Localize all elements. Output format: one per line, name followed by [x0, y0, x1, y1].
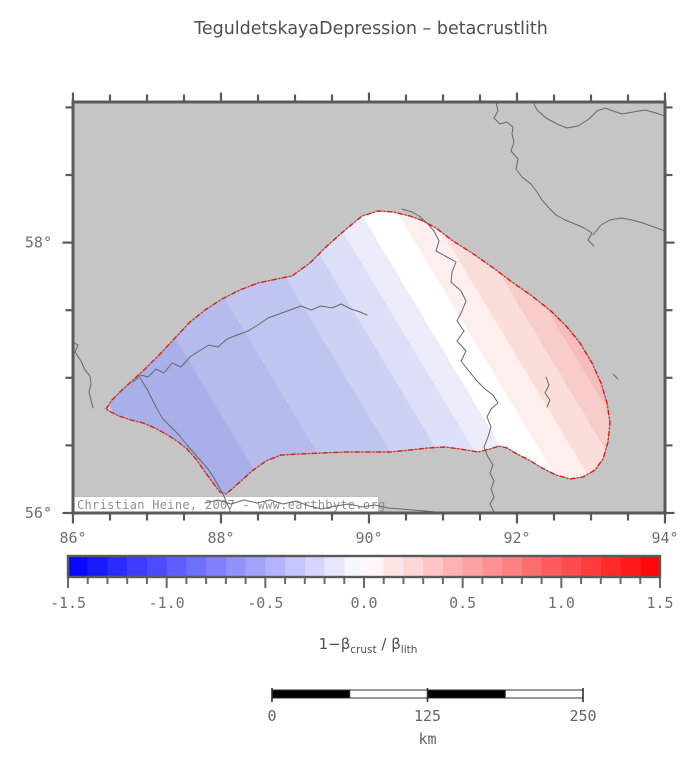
colorbar-segment	[225, 556, 247, 577]
colorbar-label: 1−βcrust / βlith	[319, 635, 418, 656]
copyright-text: Christian Heine, 2007 - www.earthbyte.or…	[77, 498, 386, 512]
scalebar-segment	[349, 689, 428, 699]
map-frame	[71, 100, 667, 515]
colorbar-segment	[186, 556, 207, 577]
region-polygon	[106, 211, 610, 494]
colorbar-segment	[600, 556, 622, 577]
river-line	[532, 102, 665, 129]
river-line	[493, 102, 595, 247]
colorbar-segment	[620, 556, 641, 577]
colorbar-segment	[442, 556, 464, 577]
river-line	[592, 217, 665, 236]
colorbar-segment	[265, 556, 286, 577]
colorbar-label-prefix: 1−β	[319, 635, 351, 653]
colorbar: -1.5 -1.0 -0.5 0.0 0.5 1.0 1.5	[50, 554, 674, 612]
colorbar-tick-label: 1.0	[548, 594, 575, 612]
colorbar-segment	[541, 556, 562, 577]
colorbar-segment	[561, 556, 582, 577]
lon-tick-label: 92°	[503, 529, 530, 547]
colorbar-tick-label: 0.0	[350, 594, 377, 612]
colorbar-segment	[166, 556, 187, 577]
axis-labels: 86° 88° 90° 92° 94° 58° 56°	[25, 234, 679, 547]
colorbar-border	[66, 554, 662, 579]
colorbar-segment	[403, 556, 424, 577]
map-panel: Christian Heine, 2007 - www.earthbyte.or…	[73, 102, 665, 513]
lat-tick-label: 56°	[25, 504, 52, 522]
river-line	[612, 373, 619, 380]
colorbar-segment	[423, 556, 444, 577]
river-line	[204, 499, 441, 513]
colorbar-segment	[245, 556, 266, 577]
colorbar-segment	[324, 556, 345, 577]
map-ticks	[62, 92, 675, 524]
scalebar-segment	[271, 689, 351, 699]
colorbar-segment	[640, 556, 661, 577]
river-line	[401, 208, 499, 513]
colorbar-segment	[581, 556, 602, 577]
colorbar-tick-label: -1.0	[149, 594, 185, 612]
colorbar-label-sub-lith: lith	[401, 644, 418, 656]
lon-tick-label: 90°	[355, 529, 382, 547]
scalebar-distance-label: 125	[414, 707, 441, 725]
colorbar-segment	[68, 556, 89, 577]
colorbar-segment	[146, 556, 168, 577]
colorbar-tick-label: 0.5	[449, 594, 476, 612]
scalebar-segment	[504, 689, 584, 699]
scalebar-distance-label: 0	[267, 707, 276, 725]
lon-tick-label: 88°	[207, 529, 234, 547]
colorbar-segment	[462, 556, 483, 577]
colorbar-segment	[304, 556, 326, 577]
colorbar-segment	[482, 556, 503, 577]
colorbar-label-mid: / β	[377, 635, 401, 653]
scalebar: 0 125 250 km	[267, 688, 597, 748]
lon-tick-label: 94°	[651, 529, 678, 547]
colorbar-segment	[87, 556, 109, 577]
colorbar-segment	[127, 556, 148, 577]
colorbar-segment	[383, 556, 405, 577]
colorbar-tick-label: -1.5	[50, 594, 86, 612]
colorbar-segment	[285, 556, 306, 577]
colorbar-segment	[364, 556, 385, 577]
lat-tick-label: 58°	[25, 234, 52, 252]
river-line	[73, 341, 94, 409]
rivers	[73, 102, 665, 513]
lon-tick-label: 86°	[59, 529, 86, 547]
colorbar-segment	[502, 556, 523, 577]
river-line	[544, 376, 551, 408]
colorbar-segment	[107, 556, 128, 577]
river-line	[139, 377, 232, 513]
colorbar-segment	[206, 556, 227, 577]
river-line	[132, 303, 368, 383]
colorbar-segment	[521, 556, 543, 577]
colorbar-segment	[344, 556, 365, 577]
scalebar-segment	[427, 689, 506, 699]
scalebar-distance-label: 250	[569, 707, 596, 725]
figure-title: TeguldetskayaDepression – betacrustlith	[193, 19, 548, 39]
scalebar-unit-label: km	[418, 730, 436, 748]
colorbar-tick-label: -0.5	[247, 594, 283, 612]
colorbar-label-sub-crust: crust	[350, 644, 376, 656]
colorbar-tick-label: 1.5	[646, 594, 673, 612]
